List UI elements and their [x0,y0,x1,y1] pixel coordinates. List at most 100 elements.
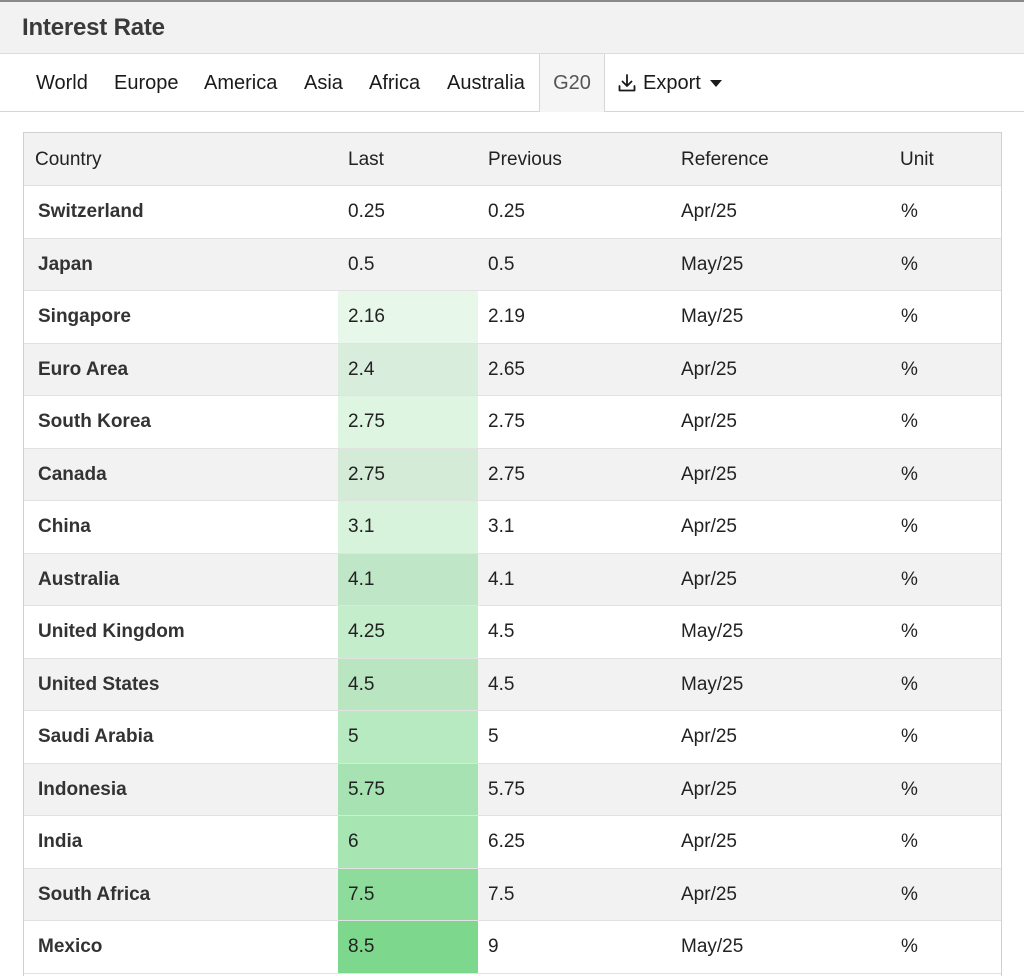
previous-cell: 0.5 [488,253,515,275]
country-cell[interactable]: Canada [38,463,107,485]
country-cell[interactable]: India [38,831,83,852]
last-cell: 6 [338,816,478,868]
table-row[interactable]: South Africa 7.5 7.5 Apr/25% [24,868,1001,921]
tab-australia[interactable]: Australia [447,72,525,94]
reference-cell: May/25 [681,936,744,957]
previous-cell: 2.75 [488,411,525,432]
column-header-country[interactable]: Country [35,149,102,170]
last-cell: 0.25 [348,201,385,222]
region-tab-bar: World Europe America Asia Africa Austral… [0,54,1024,112]
tab-world[interactable]: World [36,72,88,94]
reference-cell: Apr/25 [681,883,737,905]
reference-cell: Apr/25 [681,726,737,747]
column-header-reference[interactable]: Reference [681,149,769,170]
page-title: Interest Rate [22,14,165,41]
download-icon [618,74,636,92]
last-cell: 4.5 [338,658,478,710]
previous-cell: 7.5 [488,883,515,905]
reference-cell: Apr/25 [681,358,737,380]
unit-cell: % [901,936,918,957]
country-cell[interactable]: Euro Area [38,358,129,380]
country-cell[interactable]: United States [38,673,160,695]
unit-cell: % [901,831,918,852]
country-cell[interactable]: United Kingdom [38,621,185,642]
reference-cell: May/25 [681,253,744,275]
interest-rate-table: Country Last Previous Reference Unit Swi… [23,132,1002,976]
country-cell[interactable]: Indonesia [38,778,127,800]
tab-africa[interactable]: Africa [369,72,421,94]
tab-g20[interactable]: G20 [539,54,605,112]
country-cell[interactable]: Australia [38,568,120,590]
reference-cell: May/25 [681,621,744,642]
country-cell[interactable]: Switzerland [38,201,144,222]
country-cell[interactable]: China [38,516,91,537]
unit-cell: % [901,306,918,327]
chevron-down-icon [710,80,722,87]
reference-cell: Apr/25 [681,568,737,590]
tab-asia[interactable]: Asia [304,72,343,94]
reference-cell: May/25 [681,306,744,327]
previous-cell: 6.25 [488,831,525,852]
previous-cell: 2.75 [488,463,525,485]
reference-cell: Apr/25 [681,411,737,432]
reference-cell: Apr/25 [681,201,737,222]
country-cell[interactable]: Saudi Arabia [38,726,154,747]
unit-cell: % [901,253,918,275]
reference-cell: Apr/25 [681,778,737,800]
title-bar: Interest Rate [0,0,1024,54]
table-row[interactable]: United Kingdom 4.25 4.5 May/25% [24,606,1001,659]
last-cell: 8.5 [338,921,478,973]
reference-cell: May/25 [681,673,744,695]
tab-europe[interactable]: Europe [114,72,179,94]
table-row[interactable]: Australia 4.1 4.1 Apr/25% [24,553,1001,606]
country-cell[interactable]: Japan [38,253,93,275]
table-row[interactable]: Indonesia 5.75 5.75 Apr/25% [24,763,1001,816]
table-row[interactable]: Japan 0.5 0.5 May/25% [24,238,1001,291]
reference-cell: Apr/25 [681,831,737,852]
last-cell: 2.16 [338,291,478,343]
previous-cell: 4.5 [488,673,515,695]
previous-cell: 4.1 [488,568,515,590]
last-cell: 5.75 [338,763,478,815]
table-row[interactable]: United States 4.5 4.5 May/25% [24,658,1001,711]
last-cell: 4.25 [338,606,478,658]
unit-cell: % [901,568,918,590]
last-cell: 0.5 [348,253,375,275]
table-row[interactable]: Saudi Arabia 5 5 Apr/25% [24,711,1001,764]
unit-cell: % [901,621,918,642]
column-header-unit[interactable]: Unit [900,149,934,170]
previous-cell: 0.25 [488,201,525,222]
country-cell[interactable]: South Korea [38,411,151,432]
country-cell[interactable]: South Africa [38,883,151,905]
previous-cell: 5.75 [488,778,525,800]
export-button[interactable]: Export [617,54,727,112]
table-row[interactable]: Mexico 8.5 9 May/25% [24,921,1001,974]
table-row[interactable]: Euro Area 2.4 2.65 Apr/25% [24,343,1001,396]
table-row[interactable]: Singapore 2.16 2.19 May/25% [24,291,1001,344]
table-row[interactable]: Canada 2.75 2.75 Apr/25% [24,448,1001,501]
previous-cell: 9 [488,936,499,957]
last-cell: 5 [338,711,478,763]
last-cell: 2.4 [338,343,478,395]
table-row[interactable]: Switzerland 0.25 0.25 Apr/25% [24,186,1001,239]
unit-cell: % [901,463,918,485]
column-header-last[interactable]: Last [348,149,384,170]
country-cell[interactable]: Mexico [38,936,103,957]
tab-america[interactable]: America [204,72,278,94]
last-cell: 3.1 [338,501,478,553]
country-cell[interactable]: Singapore [38,306,131,327]
last-cell: 2.75 [338,396,478,448]
previous-cell: 5 [488,726,499,747]
last-cell: 4.1 [338,553,478,605]
last-cell: 2.75 [338,448,478,500]
column-header-previous[interactable]: Previous [488,149,562,170]
table-row[interactable]: China 3.1 3.1 Apr/25% [24,501,1001,554]
table-row[interactable]: South Korea 2.75 2.75 Apr/25% [24,396,1001,449]
export-label: Export [643,72,701,94]
previous-cell: 3.1 [488,516,515,537]
unit-cell: % [901,358,918,380]
table-row[interactable]: India 6 6.25 Apr/25% [24,816,1001,869]
previous-cell: 4.5 [488,621,515,642]
unit-cell: % [901,726,918,747]
